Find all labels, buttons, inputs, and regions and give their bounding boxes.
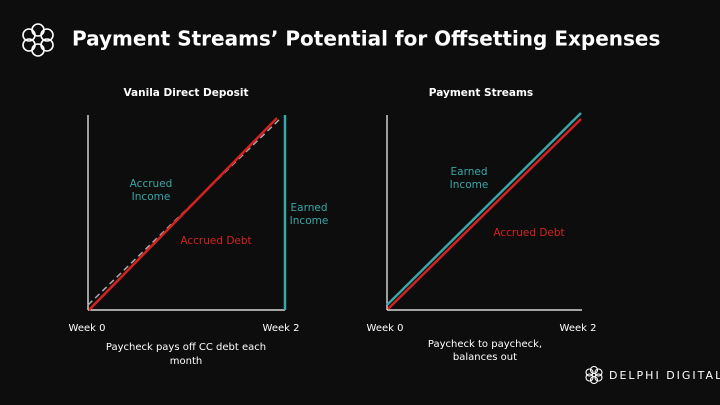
label-line: Accrued Debt [493,227,564,239]
label-line: Accrued [130,178,173,190]
x-end-label: Week 2 [263,323,300,334]
label: Accrued Debt [180,235,251,247]
label: Earned Income [450,166,489,191]
x-start-label: Week 0 [69,323,106,334]
caption-line: month [170,356,202,367]
label-line: Income [132,191,171,203]
label: Accrued Debt [493,227,564,239]
brand-name: DELPHI DIGITAL [609,369,720,382]
label-line: Accrued Debt [180,235,251,247]
label-line: Income [290,215,329,227]
x-start-label: Week 0 [367,323,404,334]
label: Earned Income [290,202,329,227]
income-line [386,112,582,306]
brand-icon [585,365,603,385]
label-line: Earned [291,202,328,214]
page-title: Payment Streams’ Potential for Offsettin… [72,27,660,51]
label-line: Earned [451,166,488,178]
caption-line: balances out [453,352,517,363]
label: Accrued Income [130,178,173,203]
panel-title: Payment Streams [429,87,533,99]
x-end-label: Week 2 [560,323,597,334]
debt-line [387,118,582,310]
label-line: Income [450,179,489,191]
caption: Paycheck to paycheck, balances out [428,339,542,363]
caption-line: Paycheck to paycheck, [428,339,542,350]
debt-line [88,117,278,311]
caption: Paycheck pays off CC debt each month [106,342,266,367]
logo-icon [22,23,54,57]
panel-title: Vanila Direct Deposit [123,87,248,99]
caption-line: Paycheck pays off CC debt each [106,342,266,353]
